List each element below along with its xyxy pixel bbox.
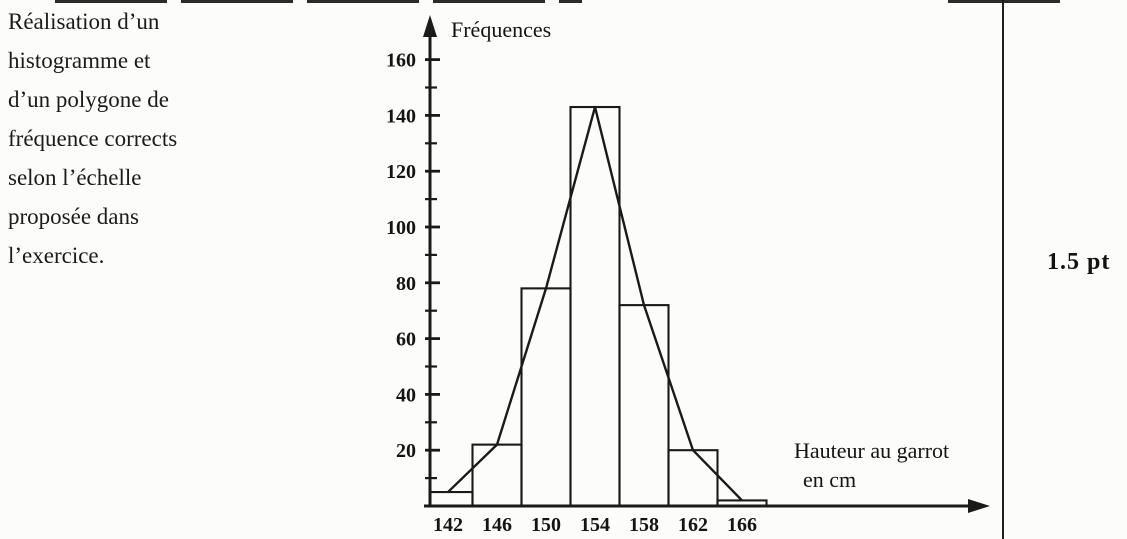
y-tick-label: 80 — [396, 273, 416, 295]
histogram-bar — [520, 287, 572, 508]
y-axis-arrow-icon — [423, 15, 437, 37]
x-axis-arrow-icon — [968, 499, 990, 513]
table-border-top-artifact-left — [55, 0, 582, 3]
points-value: 1.5 pt — [1047, 249, 1111, 275]
x-tick-label: 162 — [678, 514, 708, 536]
criterion-line: d’un polygone de — [8, 87, 169, 112]
y-tick-label: 60 — [396, 329, 416, 351]
y-axis-title: Fréquences — [451, 17, 551, 42]
x-tick-label: 158 — [629, 514, 659, 536]
x-tick-label: 146 — [482, 514, 512, 536]
criterion-text: Réalisation d’un histogramme et d’un pol… — [8, 2, 258, 275]
x-tick-label: 142 — [433, 514, 463, 536]
histogram-bar — [716, 499, 768, 508]
criterion-line: fréquence corrects — [8, 126, 178, 151]
x-axis-title: Hauteur au garrot — [794, 438, 949, 463]
x-axis-title: en cm — [803, 467, 856, 492]
y-tick-label: 20 — [396, 440, 416, 462]
histogram-bar — [471, 443, 523, 508]
x-tick-label: 150 — [531, 514, 561, 536]
criterion-line: proposée dans — [8, 204, 139, 229]
criterion-line: l’exercice. — [8, 243, 105, 268]
table-border-top-artifact-right — [948, 0, 1060, 3]
histogram-bar — [618, 304, 670, 508]
criterion-line: histogramme et — [8, 48, 151, 73]
histogram-bar — [428, 490, 474, 508]
frequency-polygon — [447, 105, 743, 502]
criterion-line: Réalisation d’un — [8, 9, 160, 34]
y-tick-label: 160 — [386, 50, 416, 72]
y-tick-label: 100 — [386, 217, 416, 239]
y-tick-label: 120 — [386, 161, 416, 183]
y-tick-label: 140 — [386, 105, 416, 127]
x-tick-label: 154 — [580, 514, 610, 536]
y-tick-label: 40 — [396, 384, 416, 406]
histogram-bar — [667, 449, 719, 508]
criterion-line: selon l’échelle — [8, 165, 142, 190]
column-divider-line — [1002, 0, 1004, 539]
x-tick-label: 166 — [727, 514, 757, 536]
